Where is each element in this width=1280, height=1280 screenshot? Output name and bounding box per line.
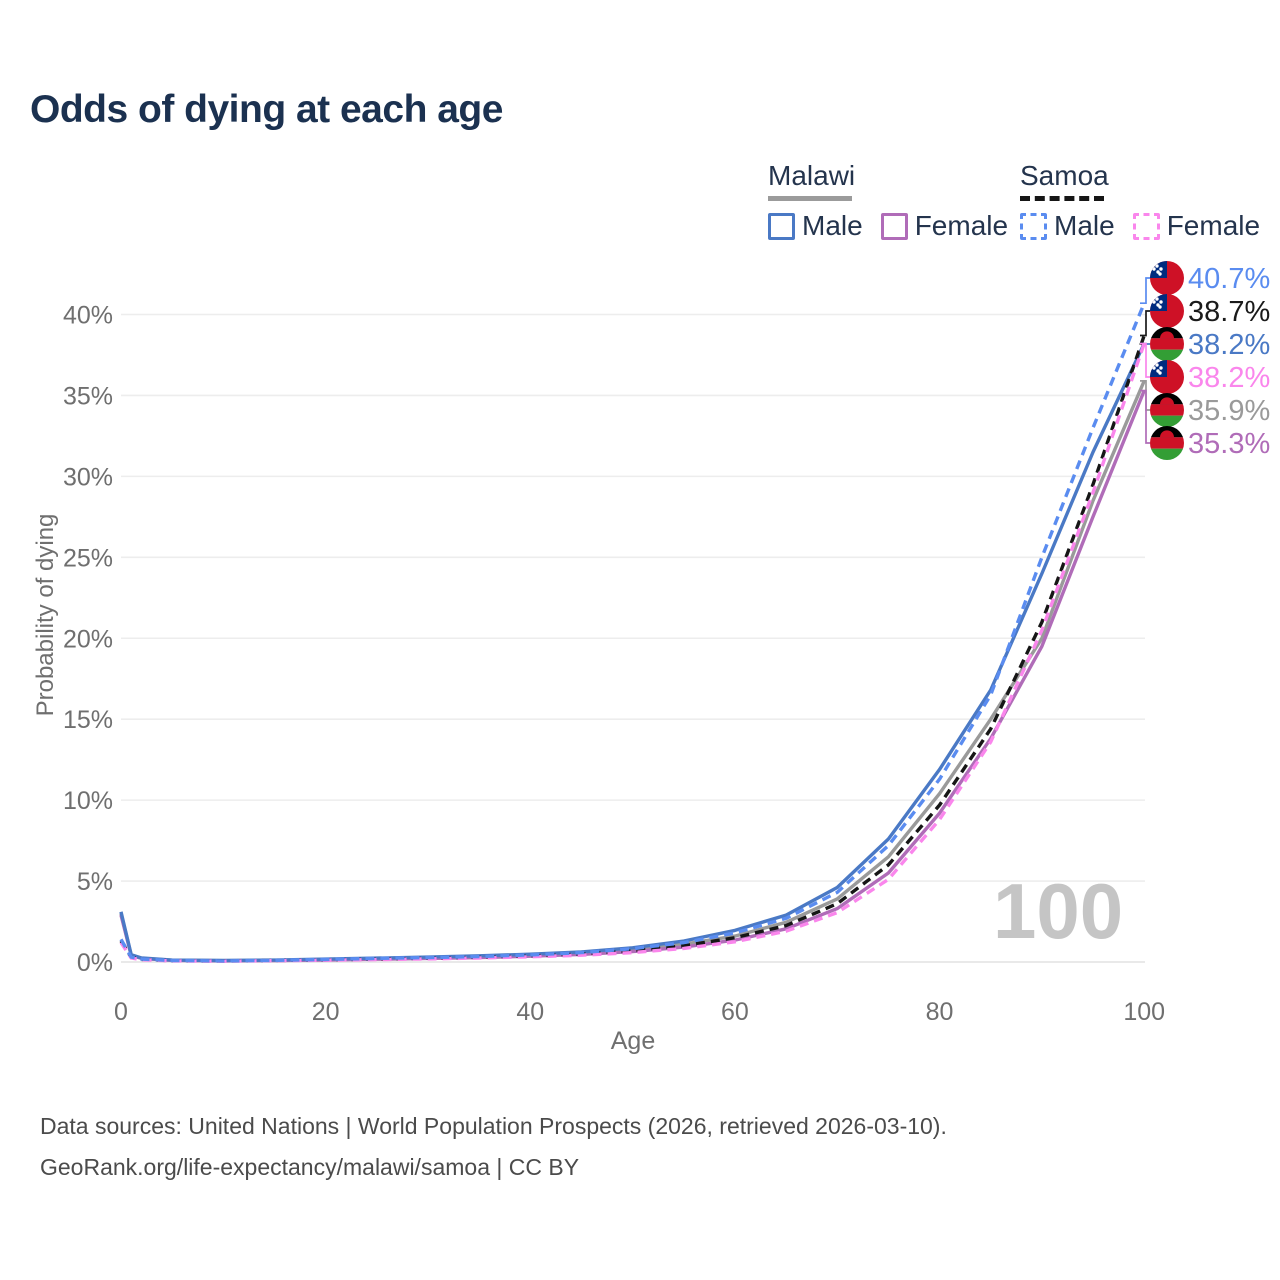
age-watermark: 100 bbox=[993, 867, 1124, 955]
legend-underline-malawi bbox=[768, 196, 852, 201]
legend-item-samoa-female[interactable]: Female bbox=[1132, 210, 1261, 242]
legend-label: Female bbox=[914, 210, 1009, 241]
malawi-female-swatch-icon bbox=[880, 212, 908, 240]
x-tick-label: 80 bbox=[926, 998, 954, 1026]
x-tick-label: 40 bbox=[516, 998, 544, 1026]
legend-group-samoa: Samoa Male Female bbox=[1020, 160, 1260, 242]
legend-group-title-malawi: Malawi bbox=[768, 160, 856, 191]
y-tick-label: 10% bbox=[63, 787, 113, 815]
legend-underline-samoa bbox=[1020, 196, 1104, 201]
legend-group-malawi: Malawi Male Female bbox=[768, 160, 1008, 242]
malawi-red-stripe bbox=[1150, 404, 1184, 416]
malawi-sun bbox=[1160, 430, 1174, 438]
samoa-male-swatch-icon bbox=[1020, 212, 1047, 240]
malawi-red-stripe bbox=[1150, 338, 1184, 350]
malawi-green-stripe bbox=[1150, 349, 1184, 361]
x-tick-label: 100 bbox=[1123, 998, 1165, 1026]
label-connector bbox=[1140, 389, 1150, 444]
y-tick-label: 25% bbox=[63, 544, 113, 572]
end-value-label: 38.2% bbox=[1188, 362, 1270, 394]
y-tick-label: 5% bbox=[77, 868, 113, 896]
page-title: Odds of dying at each age bbox=[30, 88, 503, 131]
samoa-flag-icon bbox=[1150, 261, 1184, 295]
x-tick-label: 0 bbox=[114, 998, 128, 1026]
samoa-star bbox=[1159, 267, 1163, 271]
x-tick-label: 60 bbox=[721, 998, 749, 1026]
samoa-flag-icon bbox=[1150, 294, 1184, 328]
end-value-label: 35.9% bbox=[1188, 395, 1270, 427]
end-value-label: 35.3% bbox=[1188, 428, 1270, 460]
legend-item-malawi-male[interactable]: Male bbox=[768, 210, 863, 242]
samoa-star bbox=[1158, 305, 1162, 309]
samoa-star bbox=[1155, 297, 1159, 301]
samoa-star bbox=[1158, 371, 1162, 375]
end-value-label: 38.7% bbox=[1188, 296, 1270, 328]
samoa-female-swatch-icon bbox=[1132, 212, 1160, 240]
series-line-malawi-both[interactable] bbox=[119, 380, 1146, 963]
series-line-malawi-male[interactable] bbox=[119, 342, 1146, 963]
source-line-2: GeoRank.org/life-expectancy/malawi/samoa… bbox=[40, 1154, 580, 1180]
samoa-star bbox=[1159, 300, 1163, 304]
samoa-star bbox=[1152, 300, 1156, 304]
samoa-star bbox=[1155, 363, 1159, 367]
legend-label: Male bbox=[802, 210, 863, 241]
y-tick-label: 0% bbox=[77, 949, 113, 977]
samoa-star bbox=[1155, 264, 1159, 268]
y-tick-label: 40% bbox=[63, 302, 113, 330]
malawi-sun bbox=[1160, 331, 1174, 339]
source-line-1: Data sources: United Nations | World Pop… bbox=[40, 1113, 947, 1139]
y-tick-label: 15% bbox=[63, 706, 113, 734]
legend-group-title-samoa: Samoa bbox=[1020, 160, 1109, 191]
samoa-star bbox=[1152, 267, 1156, 271]
y-axis-title: Probability of dying bbox=[32, 513, 59, 717]
end-value-label: 38.2% bbox=[1188, 329, 1270, 361]
y-tick-label: 35% bbox=[63, 382, 113, 410]
malawi-sun bbox=[1160, 397, 1174, 405]
malawi-flag-icon bbox=[1150, 426, 1184, 460]
samoa-star bbox=[1159, 366, 1163, 370]
series-line-samoa-female[interactable] bbox=[119, 343, 1146, 963]
samoa-star bbox=[1152, 366, 1156, 370]
legend-item-malawi-female[interactable]: Female bbox=[880, 210, 1009, 242]
label-connector bbox=[1140, 342, 1150, 378]
malawi-green-stripe bbox=[1150, 448, 1184, 460]
y-tick-label: 20% bbox=[63, 625, 113, 653]
end-value-label: 40.7% bbox=[1188, 263, 1270, 295]
legend-item-samoa-male[interactable]: Male bbox=[1020, 210, 1115, 242]
x-tick-label: 20 bbox=[312, 998, 340, 1026]
malawi-flag-icon bbox=[1150, 393, 1184, 427]
data-sources: Data sources: United Nations | World Pop… bbox=[40, 1106, 947, 1188]
malawi-green-stripe bbox=[1150, 415, 1184, 427]
series-line-samoa-both[interactable] bbox=[119, 334, 1146, 963]
malawi-flag-icon bbox=[1150, 327, 1184, 361]
legend-label: Male bbox=[1054, 210, 1115, 241]
y-tick-label: 30% bbox=[63, 463, 113, 491]
samoa-star bbox=[1158, 272, 1162, 276]
samoa-flag-icon bbox=[1150, 360, 1184, 394]
label-connector bbox=[1140, 310, 1150, 337]
x-axis-title: Age bbox=[611, 1027, 655, 1055]
label-connector bbox=[1140, 277, 1150, 305]
legend-label: Female bbox=[1166, 210, 1261, 241]
malawi-red-stripe bbox=[1150, 437, 1184, 449]
series-line-samoa-male[interactable] bbox=[119, 302, 1146, 963]
malawi-male-swatch-icon bbox=[768, 212, 795, 240]
